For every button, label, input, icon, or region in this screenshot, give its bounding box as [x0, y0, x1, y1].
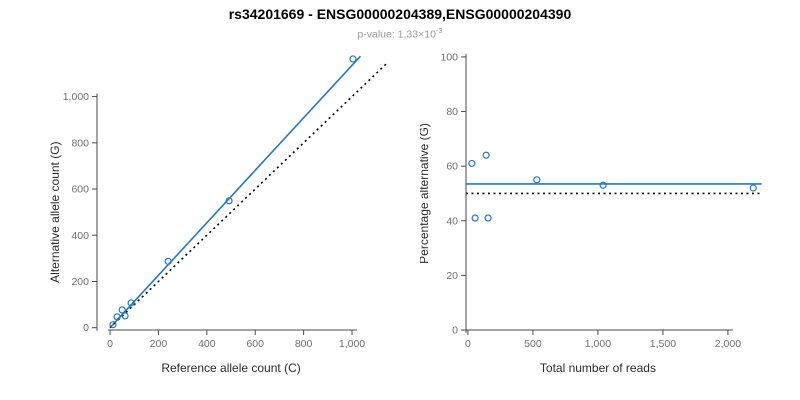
- data-point: [484, 214, 492, 222]
- y-tick-label: 100: [440, 51, 458, 63]
- x-axis-label: Reference allele count (C): [161, 361, 300, 375]
- data-point: [121, 312, 129, 320]
- x-tick-label: 1,500: [650, 338, 676, 350]
- data-point: [533, 176, 541, 184]
- y-tick-label: 1,000: [63, 91, 89, 103]
- y-tick-label: 40: [446, 215, 458, 227]
- data-point: [113, 313, 121, 321]
- x-tick-label: 1,000: [585, 338, 611, 350]
- data-point: [471, 214, 479, 222]
- x-tick-label: 0: [465, 338, 471, 350]
- y-tick-label: 800: [71, 137, 89, 149]
- y-tick-label: 200: [71, 276, 89, 288]
- fit-line: [109, 55, 362, 329]
- data-point: [749, 184, 757, 192]
- page-title: rs34201669 - ENSG00000204389,ENSG0000020…: [228, 6, 572, 22]
- x-tick-label: 1,000: [339, 338, 365, 350]
- x-tick-label: 800: [295, 338, 313, 350]
- data-point: [118, 306, 126, 314]
- identity-line: [109, 61, 389, 329]
- y-tick-label: 20: [446, 270, 458, 282]
- percentage-scatter-svg: 0 500 1,000 1,500 2,000 0 20 40 60 80 100 Total num…: [417, 51, 762, 375]
- percentage-scatter: 0 500 1,000 1,500 2,000 0 20 40 60 80 100 Total num…: [417, 40, 795, 400]
- x-tick-label: 0: [107, 338, 113, 350]
- allele-count-scatter-svg: 0 200 400 600 800 1,000 0 200 400 600 800 1,000 Refe…: [48, 55, 389, 375]
- data-point: [468, 159, 476, 168]
- allele-count-scatter: 0 200 400 600 800 1,000 0 200 400 600 800 1,000 Refe…: [35, 40, 420, 400]
- data-point: [164, 257, 172, 265]
- data-point: [349, 55, 357, 63]
- y-tick-label: 0: [83, 322, 89, 334]
- y-tick-label: 80: [446, 106, 458, 118]
- y-tick-label: 0: [452, 325, 458, 337]
- data-point: [225, 197, 233, 205]
- x-tick-label: 200: [150, 338, 168, 350]
- y-tick-label: 600: [71, 184, 89, 196]
- y-tick-label: 60: [446, 161, 458, 173]
- data-point: [127, 299, 135, 307]
- x-tick-label: 600: [246, 338, 264, 350]
- x-tick-label: 400: [198, 338, 216, 350]
- pvalue-text: p-value: 1.33×10: [357, 28, 436, 41]
- y-tick-label: 400: [71, 230, 89, 242]
- x-tick-label: 500: [524, 338, 542, 350]
- x-axis-label: Total number of reads: [540, 361, 656, 375]
- y-axis-label: Percentage alternative (G): [420, 123, 431, 264]
- data-point: [599, 181, 607, 189]
- y-axis-label: Alternative allele count (G): [48, 141, 62, 282]
- x-tick-label: 2,000: [715, 338, 741, 350]
- data-point: [109, 321, 117, 329]
- pvalue-exponent: -3: [435, 26, 443, 35]
- data-point: [482, 151, 490, 159]
- pvalue-subtitle: p-value: 1.33×10-3: [0, 26, 800, 41]
